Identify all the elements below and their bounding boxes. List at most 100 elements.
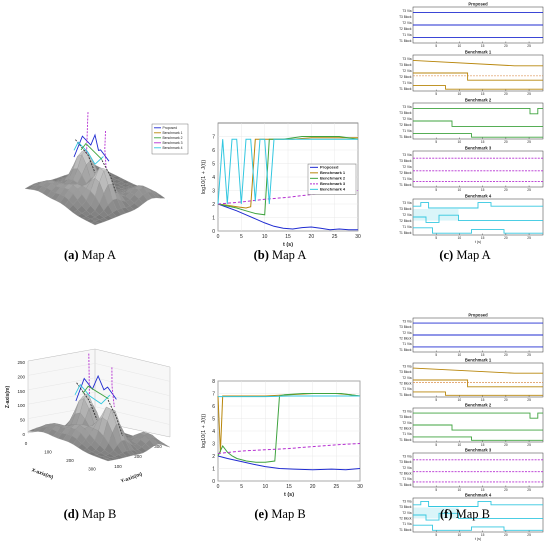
timeline-state-line xyxy=(413,500,543,507)
timeline-tick-label: 10 xyxy=(458,398,462,402)
map-b-3d-plot: 250 200 150 100 50 0 Z-axis(m) 0 100 200 300 X-axis… xyxy=(5,348,171,485)
timeline-row-label: T2 Via xyxy=(402,466,411,470)
grid-line xyxy=(94,363,171,382)
timeline-row-label: T1 Block xyxy=(399,438,412,442)
legend-entry: Proposed xyxy=(320,165,339,170)
y-tick-label: 6 xyxy=(212,404,215,410)
timeline-tick-label: 5 xyxy=(435,44,437,48)
legend-entry: Benchmark 1 xyxy=(320,170,346,175)
timeline-row-label: T2 Block xyxy=(399,382,412,386)
timeline-tick-label: 15 xyxy=(481,443,485,447)
timeline-tick-label: 20 xyxy=(504,443,508,447)
timeline-state-line xyxy=(413,202,543,209)
caption-b: (b) Map A xyxy=(253,248,307,262)
timeline-row-label: T2 Via xyxy=(402,421,411,425)
timeline-box xyxy=(412,452,544,488)
timeline-row-label: T2 Block xyxy=(399,123,412,127)
timeline-state-line xyxy=(413,412,543,419)
x-tick-label: 100 xyxy=(44,450,52,455)
timeline-tick-label: 5 xyxy=(435,443,437,447)
timeline-row-label: T2 Via xyxy=(402,117,411,121)
legend-entry: Benchmark 3 xyxy=(163,141,183,145)
timeline-tick-label: 5 xyxy=(435,488,437,492)
trajectory-paths xyxy=(74,353,124,437)
timeline-tick-label: 20 xyxy=(504,533,508,537)
timeline-tick-label: 25 xyxy=(527,488,531,492)
y-tick-label: 100 xyxy=(114,464,122,469)
timeline-tick-label: 25 xyxy=(527,44,531,48)
timeline-row-label: T3 Block xyxy=(399,207,412,211)
timeline-tick-label: 5 xyxy=(435,140,437,144)
timeline-state-line xyxy=(413,391,543,396)
timeline-tick-label: 5 xyxy=(435,533,437,537)
timeline-title: Benchmark 3 xyxy=(465,448,492,453)
timeline-row-label: T3 Via xyxy=(402,153,411,157)
timeline-tick-label: 25 xyxy=(527,140,531,144)
trajectory-line xyxy=(104,130,107,170)
timeline-title: Benchmark 3 xyxy=(465,146,492,151)
timeline-row-label: T3 Block xyxy=(399,370,412,374)
y-tick-label: 5 xyxy=(212,416,215,422)
timeline-tick-label: 20 xyxy=(504,398,508,402)
timeline-row-label: T3 Via xyxy=(402,9,411,13)
y-tick-label: 4 xyxy=(212,175,215,181)
y-tick-label: 2 xyxy=(212,202,215,208)
timeline-row-label: T3 Block xyxy=(399,111,412,115)
timeline-title: Benchmark 4 xyxy=(465,493,492,498)
timeline-row-label: T1 Block xyxy=(399,135,412,139)
timeline-row-label: T2 Via xyxy=(402,69,411,73)
y-axis-label: log10(1 + J(t)) xyxy=(201,414,207,449)
legend-entry: Benchmark 3 xyxy=(320,181,346,186)
timeline-tick-label: 25 xyxy=(527,92,531,96)
timeline-tick-label: 20 xyxy=(504,92,508,96)
timeline-tick-label: 10 xyxy=(458,92,462,96)
timeline-state-line xyxy=(413,120,543,127)
y-tick-label: 6 xyxy=(212,148,215,154)
timeline-tick-label: 25 xyxy=(527,236,531,240)
timeline-title: Proposed xyxy=(468,313,488,318)
timeline-row-label: T3 Block xyxy=(399,505,412,509)
x-tick-label: 10 xyxy=(262,234,268,240)
timeline-row-label: T1 Via xyxy=(402,81,411,85)
timeline-row-label: T3 Block xyxy=(399,63,412,67)
trajectory-line xyxy=(111,367,115,408)
timeline-title: Benchmark 2 xyxy=(465,403,492,408)
timeline-row-label: T3 Via xyxy=(402,105,411,109)
grid-line xyxy=(27,363,96,376)
legend-entry: Benchmark 2 xyxy=(163,136,183,140)
timeline-tick-label: 10 xyxy=(458,533,462,537)
timeline-overlay xyxy=(413,507,459,519)
timeline-row-label: T3 Via xyxy=(402,201,411,205)
legend-box xyxy=(307,163,357,195)
legend-entry: Benchmark 4 xyxy=(320,187,346,192)
trajectory-line xyxy=(73,141,104,165)
timeline-row-label: T2 Block xyxy=(399,337,412,341)
terrain-surface xyxy=(27,393,171,462)
timeline-row-label: T3 Block xyxy=(399,415,412,419)
timeline-tick-label: 15 xyxy=(481,188,485,192)
trajectory-line xyxy=(107,399,124,437)
surface-patch xyxy=(102,458,113,462)
timeline-row-label: T2 Block xyxy=(399,75,412,79)
timeline-tick-label: 25 xyxy=(527,353,531,357)
cost-chart-map-a: 0 5 10 15 20 25 30 0 1 2 3 4 5 6 7 t (s) log10(1 + J(t))… xyxy=(201,122,361,248)
z-tick-label: 50 xyxy=(20,418,26,423)
timeline-row-label: T1 Via xyxy=(402,432,411,436)
timeline-state-line xyxy=(413,227,543,234)
timeline-row-label: T3 Block xyxy=(399,15,412,19)
timeline-row-label: T1 Via xyxy=(402,177,411,181)
trajectory-line xyxy=(75,139,96,173)
timeline-row-label: T1 Block xyxy=(399,231,412,235)
trajectory-line xyxy=(73,133,110,162)
y-tick-label: 300 xyxy=(154,444,162,449)
timeline-tick-label: 15 xyxy=(481,236,485,240)
series-line-benchmark-4 xyxy=(218,395,360,398)
timeline-tick-label: 15 xyxy=(481,140,485,144)
timeline-state-line xyxy=(413,424,543,431)
timeline-title: Benchmark 1 xyxy=(465,50,492,55)
trajectory-line xyxy=(101,160,117,194)
timeline-tick-label: 10 xyxy=(458,188,462,192)
x-tick-label: 10 xyxy=(263,484,269,490)
